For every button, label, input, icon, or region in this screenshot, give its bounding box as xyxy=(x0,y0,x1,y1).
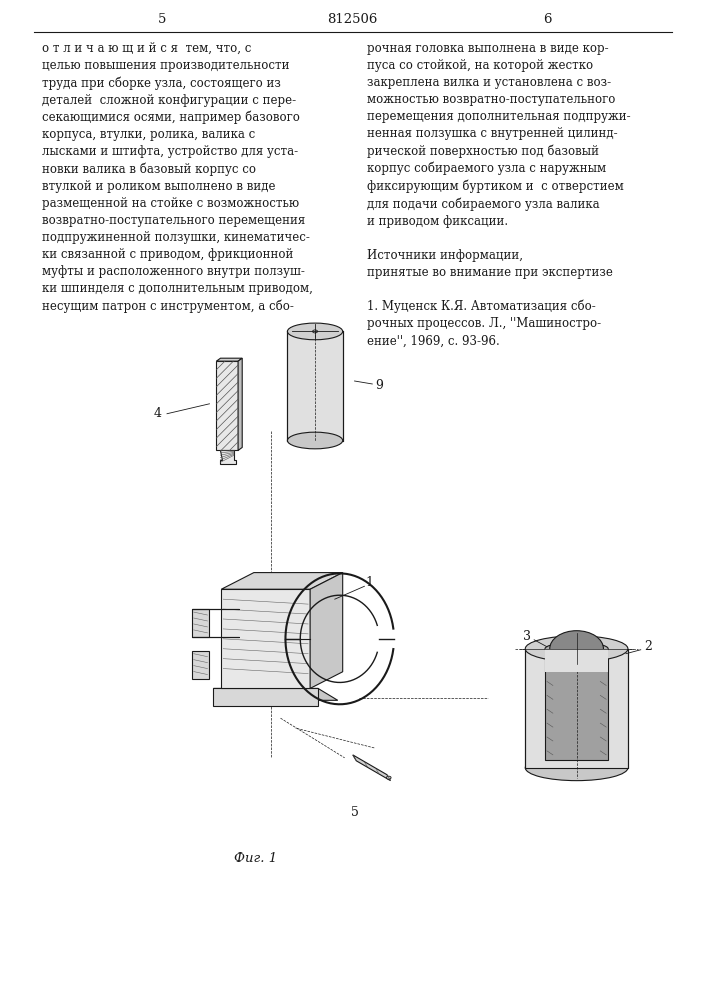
Text: рочная головка выполнена в виде кор-
пуса со стойкой, на которой жестко
закрепле: рочная головка выполнена в виде кор- пус… xyxy=(368,42,631,347)
Ellipse shape xyxy=(525,636,628,662)
Polygon shape xyxy=(310,573,343,688)
Polygon shape xyxy=(192,609,209,637)
Ellipse shape xyxy=(386,776,391,779)
Text: 5: 5 xyxy=(158,13,166,26)
Polygon shape xyxy=(216,361,238,450)
Ellipse shape xyxy=(288,432,343,449)
Polygon shape xyxy=(353,755,390,781)
Text: 9: 9 xyxy=(375,379,383,392)
Text: 1: 1 xyxy=(366,576,373,589)
Text: о т л и ч а ю щ и й с я  тем, что, с
целью повышения производительности
труда пр: о т л и ч а ю щ и й с я тем, что, с цель… xyxy=(42,42,312,313)
Polygon shape xyxy=(238,358,243,450)
Polygon shape xyxy=(221,589,310,688)
Polygon shape xyxy=(192,651,209,679)
Text: 6: 6 xyxy=(543,13,551,26)
Text: 812506: 812506 xyxy=(327,13,378,26)
Text: 4: 4 xyxy=(153,407,161,420)
Polygon shape xyxy=(214,688,318,706)
Ellipse shape xyxy=(288,323,343,340)
Polygon shape xyxy=(221,450,236,464)
Ellipse shape xyxy=(545,642,608,655)
Text: 2: 2 xyxy=(643,640,652,653)
Ellipse shape xyxy=(525,755,628,781)
Polygon shape xyxy=(545,649,608,760)
Text: 5: 5 xyxy=(351,806,358,819)
Text: 3: 3 xyxy=(523,630,531,643)
Polygon shape xyxy=(214,688,338,700)
Polygon shape xyxy=(525,649,628,768)
Ellipse shape xyxy=(550,631,604,667)
Polygon shape xyxy=(545,649,608,672)
Text: Фиг. 1: Фиг. 1 xyxy=(234,852,277,865)
Polygon shape xyxy=(221,573,343,589)
Polygon shape xyxy=(216,358,243,361)
Polygon shape xyxy=(288,331,343,440)
